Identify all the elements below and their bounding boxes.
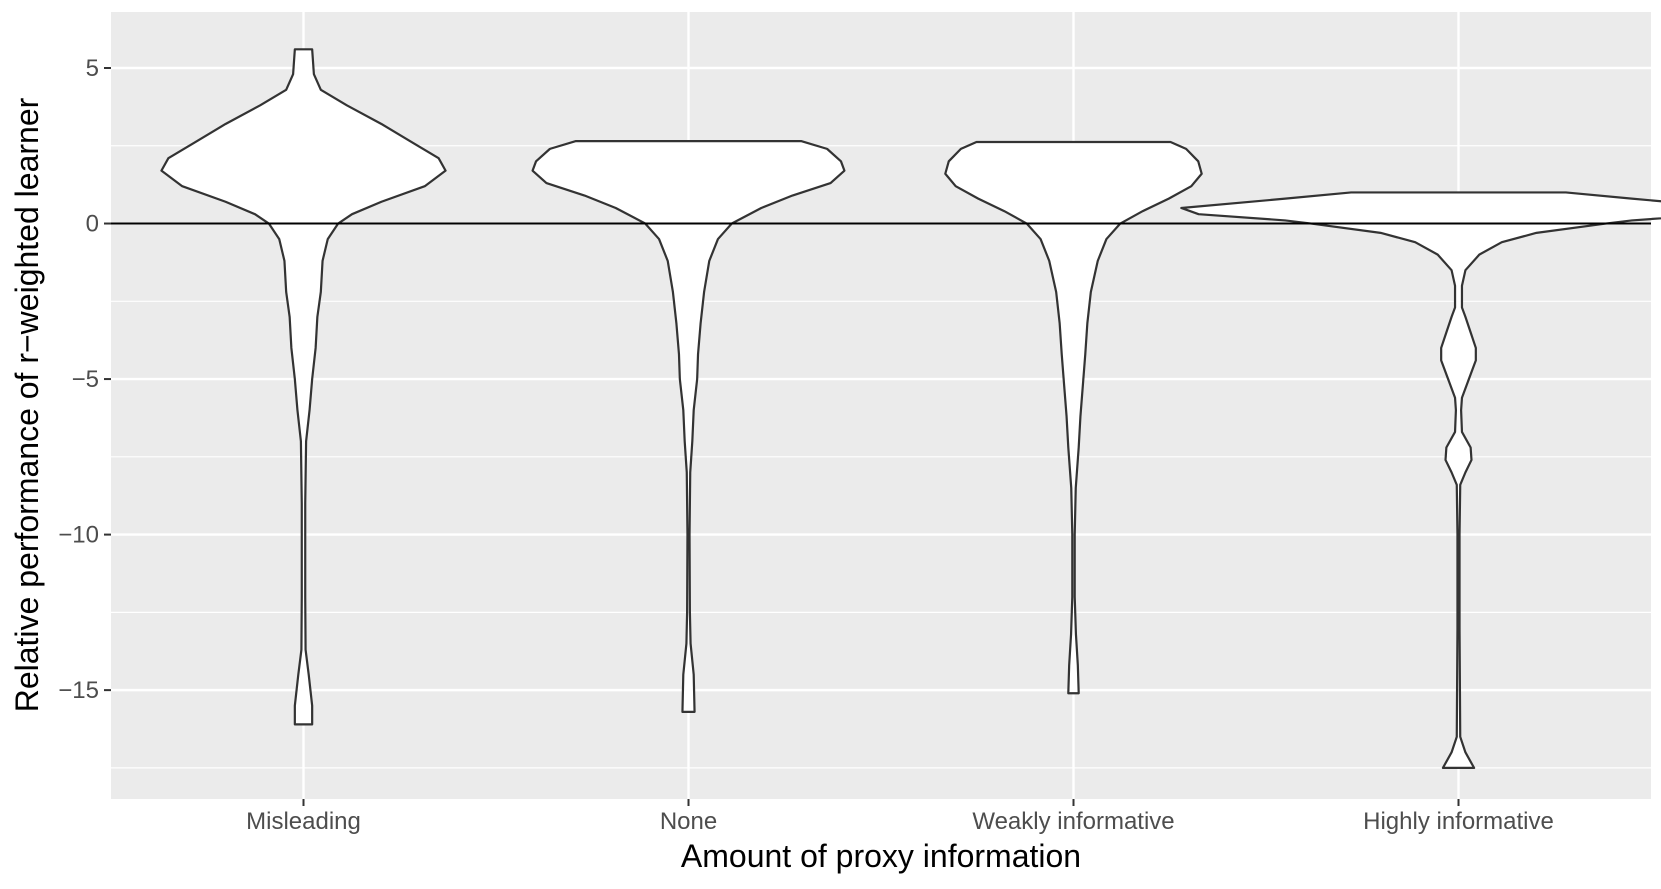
x-tick-label: Weakly informative: [972, 808, 1174, 835]
x-axis-title: Amount of proxy information: [681, 838, 1081, 874]
x-tick-label: Highly informative: [1363, 808, 1554, 835]
violin-weakly-informative: [944, 140, 1203, 695]
y-axis-title: Relative performance of r−weighted learn…: [9, 97, 45, 712]
violin-none: [531, 139, 846, 713]
y-tick-label: −5: [72, 366, 99, 393]
y-tick-label: 5: [86, 55, 99, 82]
y-tick-label: 0: [86, 211, 99, 238]
x-tick-label: Misleading: [246, 808, 361, 835]
violin-misleading: [160, 48, 447, 726]
x-tick-label: None: [660, 808, 717, 835]
y-tick-label: −10: [58, 522, 99, 549]
violins: [160, 48, 1661, 769]
x-axis: Misleading None Weakly informative Highly i…: [246, 799, 1554, 835]
violin-highly-informative: [1180, 191, 1661, 769]
y-tick-label: −15: [58, 677, 99, 704]
y-axis: 5 0 −5 −10 −15: [58, 55, 111, 704]
